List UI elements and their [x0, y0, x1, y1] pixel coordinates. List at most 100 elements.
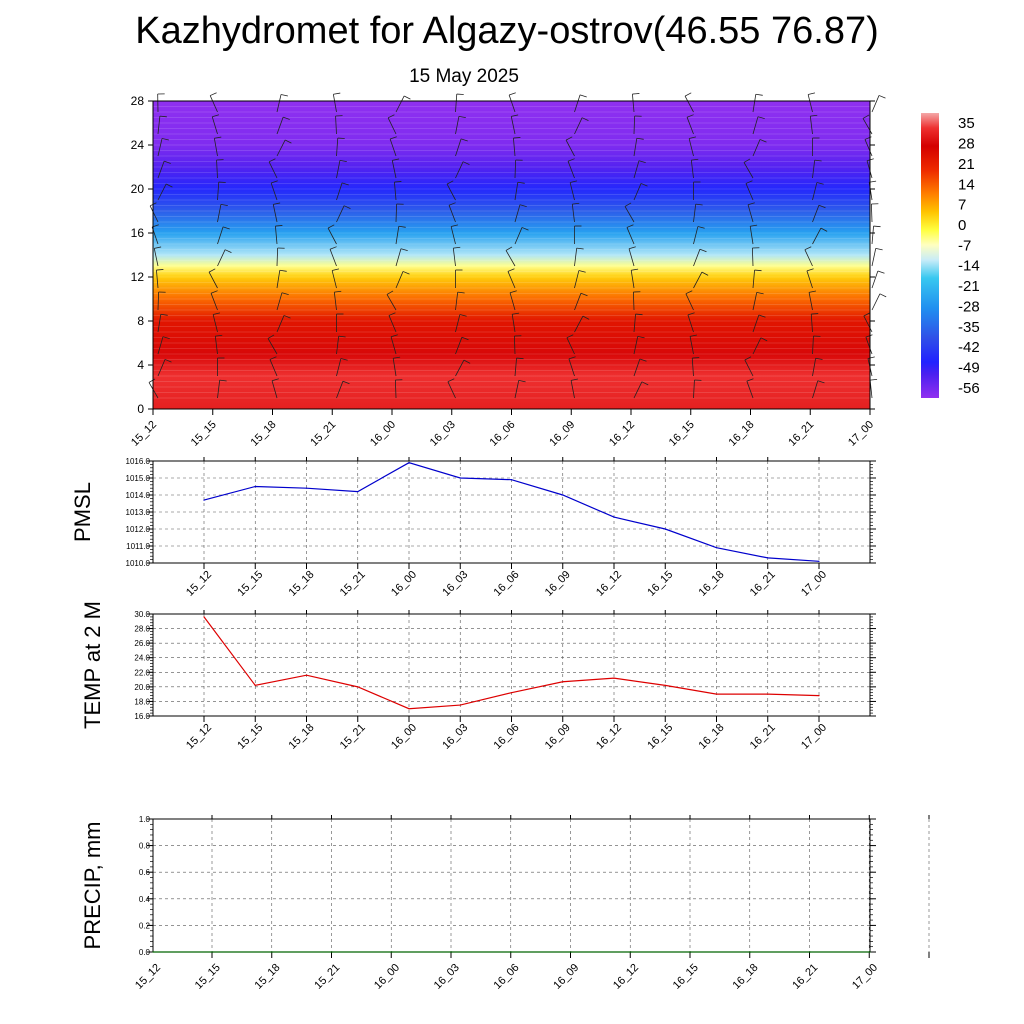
wind-barb-flag: [267, 334, 275, 339]
series-point: [459, 704, 461, 706]
wind-barb-flag: [578, 270, 586, 273]
colorbar-label: 7: [958, 197, 966, 214]
wind-barb-flag: [161, 138, 169, 141]
wind-barb-flag: [566, 334, 574, 339]
wind-barb-flag: [518, 380, 526, 383]
series-point: [715, 693, 718, 695]
wind-barb-flag: [628, 246, 636, 250]
wind-barb-flag: [631, 268, 639, 271]
y-tick-label: 24.0: [134, 654, 150, 663]
series-point: [630, 951, 632, 953]
wind-barb-flag: [517, 181, 525, 184]
wind-barb: [331, 270, 337, 289]
wind-barb: [812, 160, 816, 179]
wind-barb: [752, 270, 755, 289]
wind-barb: [749, 226, 754, 245]
x-tick-label: 16_00: [389, 569, 419, 599]
profile-field: [153, 101, 870, 409]
wind-barb: [574, 117, 583, 135]
wind-barb-flag: [697, 226, 705, 229]
wind-barb: [336, 358, 342, 377]
series-point: [690, 951, 692, 953]
wind-barb-flag: [273, 202, 281, 205]
wind-barb: [633, 336, 639, 355]
wind-barb-flag: [684, 92, 692, 97]
wind-barb-flag: [638, 160, 646, 164]
x-tick-label: 16_12: [594, 722, 624, 752]
wind-barb-flag: [398, 225, 406, 228]
wind-barb: [743, 162, 754, 179]
wind-barb-flag: [154, 246, 162, 249]
wind-barb: [269, 359, 278, 377]
wind-barb: [395, 271, 404, 289]
wind-barb-flag: [519, 204, 527, 208]
pmsl-chart: 1010.0 1011.0 1012.0 1013.0 1014.0 1015.0 1016…: [70, 457, 876, 599]
series-point: [305, 674, 308, 676]
wind-barb-flag: [509, 92, 516, 96]
wind-barb: [276, 94, 282, 113]
wind-barb: [329, 249, 337, 267]
wind-barb: [871, 270, 879, 289]
wind-barb: [217, 249, 226, 267]
wind-barb: [217, 182, 220, 201]
profile-y-tick-label: 4: [137, 358, 144, 372]
x-tick-label: 16_09: [543, 722, 573, 752]
wind-barb: [633, 381, 643, 399]
profile-x-tick-label: 16_18: [727, 419, 757, 449]
x-tick-label: 15_12: [184, 722, 214, 752]
wind-barb-flag: [212, 114, 220, 118]
colorbar: 35 28 21 14 7 0 -7 -14 -21 -28 -35 -42 -49 -56: [921, 113, 980, 398]
wind-barb: [633, 160, 640, 179]
wind-barb-flag: [567, 158, 575, 162]
wind-barb-flag: [386, 290, 394, 295]
wind-barb: [804, 249, 813, 267]
wind-barb-flag: [685, 290, 693, 295]
x-tick-label: 17_00: [850, 962, 880, 992]
wind-barb: [812, 182, 818, 201]
profile-x-tick-label: 16_15: [667, 419, 697, 449]
y-axis-title: PRECIP, mm: [80, 822, 105, 950]
wind-barb: [806, 270, 813, 289]
wind-barb-flag: [818, 204, 826, 209]
wind-barb-flag: [224, 249, 232, 254]
wind-barb-flag: [332, 268, 340, 271]
wind-barb: [870, 203, 873, 223]
wind-barb-flag: [461, 336, 469, 341]
x-tick-label: 16_00: [389, 722, 419, 752]
colorbar-label: -7: [958, 237, 971, 254]
y-axis-title: PMSL: [70, 482, 95, 542]
y-tick-label: 1014.0: [126, 491, 151, 500]
x-tick-label: 15_18: [287, 722, 317, 752]
wind-barb-flag: [687, 312, 695, 316]
wind-barb: [865, 336, 873, 355]
wind-barb-flag: [756, 292, 764, 295]
wind-barb: [574, 293, 582, 311]
wind-barb: [157, 183, 167, 201]
x-tick-label: 15_12: [184, 569, 214, 599]
y-tick-label: 0.2: [139, 921, 151, 930]
wind-barb: [332, 94, 337, 113]
wind-barb: [271, 380, 278, 399]
wind-barb: [149, 205, 159, 223]
series-point: [818, 560, 820, 562]
series-point: [391, 951, 393, 953]
wind-barb-flag: [393, 356, 401, 359]
series-point: [562, 494, 564, 496]
wind-barb: [386, 294, 397, 311]
wind-barb: [570, 380, 575, 399]
wind-barb: [276, 315, 285, 333]
x-tick-label: 16_18: [731, 962, 761, 992]
series-point: [869, 951, 871, 953]
wind-barb-flag: [636, 137, 644, 140]
temp2m-chart: 16.0 18.0 20.0 22.0 24.0 26.0 28.0 30.0 15_12 15_…: [80, 601, 876, 752]
wind-barb-flag: [582, 315, 590, 320]
wind-barb: [752, 94, 757, 113]
profile-x-tick-label: 16_09: [547, 419, 577, 449]
wind-barb-flag: [271, 378, 279, 382]
wind-barb: [513, 335, 516, 355]
wind-barb: [455, 161, 464, 179]
wind-barb: [514, 204, 521, 223]
wind-barb: [157, 359, 166, 377]
wind-barb: [157, 336, 164, 355]
profile-y-tick-label: 0: [137, 402, 144, 416]
